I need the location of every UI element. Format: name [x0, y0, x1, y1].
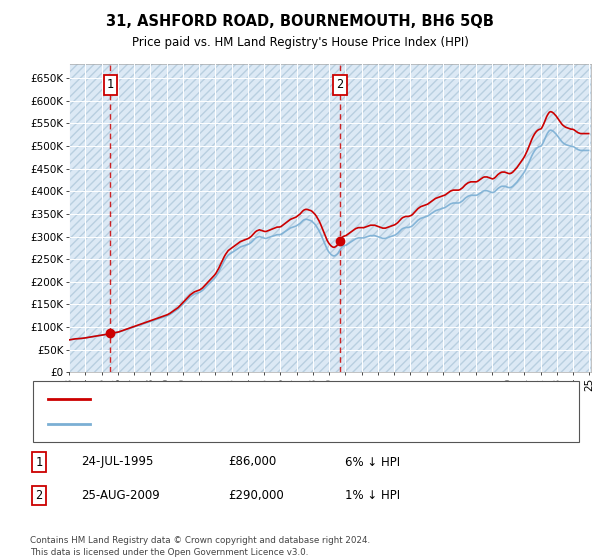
Text: 31, ASHFORD ROAD, BOURNEMOUTH, BH6 5QB (detached house): 31, ASHFORD ROAD, BOURNEMOUTH, BH6 5QB (… [96, 394, 438, 404]
Text: Contains HM Land Registry data © Crown copyright and database right 2024.
This d: Contains HM Land Registry data © Crown c… [30, 536, 370, 557]
Text: 6% ↓ HPI: 6% ↓ HPI [345, 455, 400, 469]
Text: 1: 1 [107, 78, 114, 91]
Text: HPI: Average price, detached house, Bournemouth Christchurch and Poole: HPI: Average price, detached house, Bour… [96, 419, 484, 429]
Text: 2: 2 [336, 78, 343, 91]
Text: £290,000: £290,000 [228, 489, 284, 502]
Text: 1% ↓ HPI: 1% ↓ HPI [345, 489, 400, 502]
Text: Price paid vs. HM Land Registry's House Price Index (HPI): Price paid vs. HM Land Registry's House … [131, 36, 469, 49]
Text: 25-AUG-2009: 25-AUG-2009 [81, 489, 160, 502]
Text: 1: 1 [35, 455, 43, 469]
Text: 24-JUL-1995: 24-JUL-1995 [81, 455, 154, 469]
Text: £86,000: £86,000 [228, 455, 276, 469]
Text: 2: 2 [35, 489, 43, 502]
Text: 31, ASHFORD ROAD, BOURNEMOUTH, BH6 5QB: 31, ASHFORD ROAD, BOURNEMOUTH, BH6 5QB [106, 14, 494, 29]
